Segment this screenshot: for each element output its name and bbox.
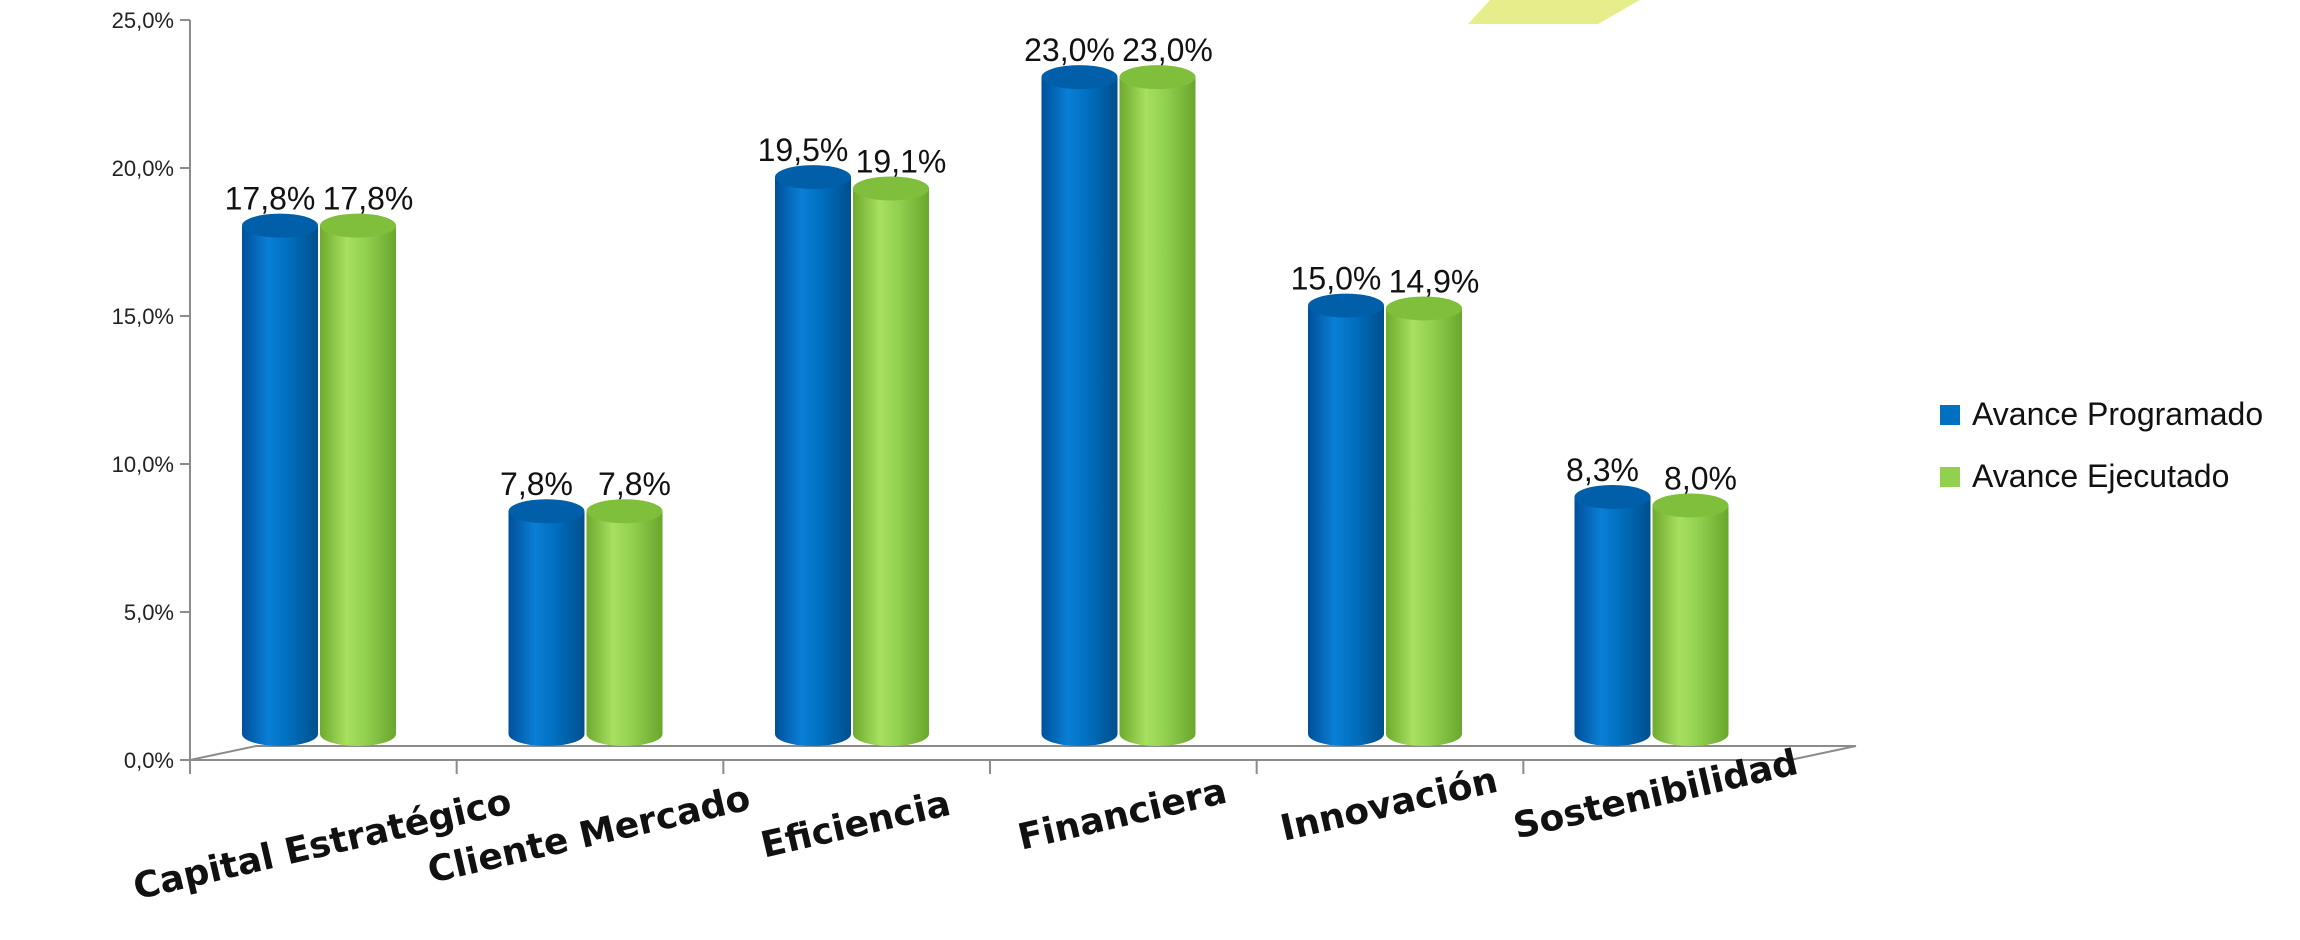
axes: 0,0% 5,0% 10,0% 15,0% 20,0% 25,0%: [112, 8, 1857, 774]
data-label: 8,3%: [1566, 452, 1639, 488]
legend-label: Avance Programado: [1972, 396, 2263, 432]
bar-body: [1041, 77, 1118, 747]
bar-top: [853, 176, 929, 201]
data-label: 7,8%: [598, 466, 671, 502]
bar-top: [1574, 484, 1651, 509]
bar-body: [1574, 496, 1651, 746]
bar-top: [508, 499, 585, 524]
data-label: 14,9%: [1389, 263, 1480, 299]
category-label: Eficiencia: [757, 783, 954, 866]
bar: [1308, 293, 1384, 746]
bar-body: [853, 188, 929, 746]
category-label: Innovación: [1277, 760, 1502, 850]
bar-top: [1119, 65, 1196, 90]
y-tick-label: 20,0%: [112, 156, 174, 181]
bar: [1652, 493, 1729, 746]
bar: [320, 213, 396, 746]
data-label: 17,8%: [323, 181, 414, 217]
bar-body: [1652, 505, 1729, 746]
bar: [1041, 65, 1118, 747]
y-tick-label: 10,0%: [112, 452, 174, 477]
data-label: 23,0%: [1122, 32, 1213, 68]
data-label: 19,5%: [758, 132, 849, 168]
bar: [1574, 484, 1651, 746]
bar: [242, 213, 318, 746]
bar-top: [1386, 296, 1462, 321]
data-labels: 17,8% 7,8% 19,5% 23,0% 15,0% 8,3% 17,8% 7,8% 19,…: [225, 32, 1737, 502]
bar: [775, 165, 851, 746]
legend-swatch: [1940, 467, 1960, 487]
bar-body: [1308, 305, 1384, 746]
bar: [853, 176, 929, 746]
data-label: 19,1%: [856, 144, 947, 180]
bar-top: [320, 213, 396, 238]
bar-top: [1041, 65, 1118, 90]
bar-body: [1386, 308, 1462, 746]
category-label: Financiera: [1014, 771, 1230, 859]
data-label: 17,8%: [225, 181, 316, 217]
bar: [1386, 296, 1462, 746]
bars: [242, 65, 1729, 747]
bar: [508, 499, 585, 746]
y-tick-label: 25,0%: [112, 8, 174, 33]
legend-label: Avance Ejecutado: [1972, 458, 2229, 494]
decoration-shape: [1468, 0, 1640, 24]
bar: [586, 499, 663, 746]
data-label: 7,8%: [500, 466, 573, 502]
legend: Avance Programado Avance Ejecutado: [1940, 396, 2263, 494]
y-tick-label: 15,0%: [112, 304, 174, 329]
bar-top: [586, 499, 663, 524]
bar-top: [1308, 293, 1384, 318]
data-label: 8,0%: [1664, 461, 1737, 497]
bar-body: [508, 511, 585, 746]
bar-body: [320, 225, 396, 746]
bar-top: [775, 165, 851, 190]
bar-body: [1119, 77, 1196, 747]
legend-swatch: [1940, 405, 1960, 425]
data-label: 23,0%: [1024, 32, 1115, 68]
bar-body: [242, 225, 318, 746]
bar-body: [586, 511, 663, 746]
category-label: Sostenibilidad: [1510, 742, 1802, 847]
chart-floor: [189, 745, 1857, 761]
bar-body: [775, 177, 851, 746]
bar-top: [1652, 493, 1729, 518]
data-label: 15,0%: [1291, 261, 1382, 297]
bar: [1119, 65, 1196, 747]
y-tick-label: 5,0%: [124, 600, 174, 625]
bar-top: [242, 213, 318, 238]
y-tick-label: 0,0%: [124, 748, 174, 773]
